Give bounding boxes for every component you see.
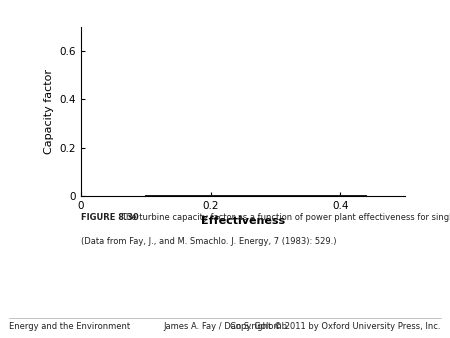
Text: FIGURE 8.30: FIGURE 8.30: [81, 213, 142, 222]
Text: Energy and the Environment: Energy and the Environment: [9, 322, 130, 331]
Text: (Data from Fay, J., and M. Smachlo. J. Energy, 7 (1983): 529.): (Data from Fay, J., and M. Smachlo. J. E…: [81, 237, 337, 246]
Text: The turbine capacity factor as a function of power plant effectiveness for singl: The turbine capacity factor as a functio…: [121, 213, 450, 222]
Text: Copyright © 2011 by Oxford University Press, Inc.: Copyright © 2011 by Oxford University Pr…: [230, 322, 441, 331]
Text: James A. Fay / Dan S. Golomb: James A. Fay / Dan S. Golomb: [163, 322, 287, 331]
Y-axis label: Capacity factor: Capacity factor: [44, 69, 54, 154]
X-axis label: Effectiveness: Effectiveness: [201, 216, 285, 226]
